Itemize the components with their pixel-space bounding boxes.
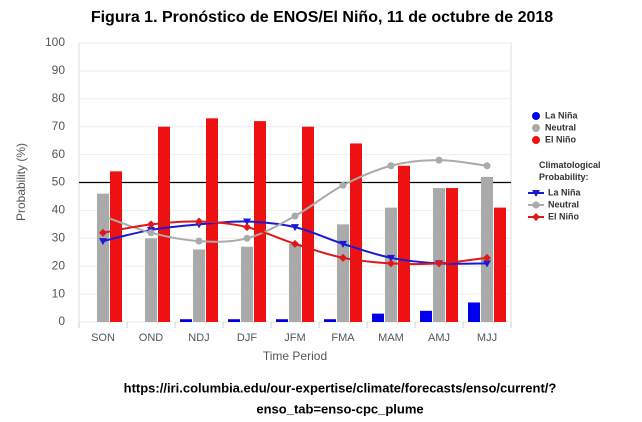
source-line: enso_tab=enso-cpc_plume <box>256 401 423 416</box>
line-marker <box>339 240 347 248</box>
y-tick-label: 30 <box>52 230 66 244</box>
line-marker <box>387 162 395 170</box>
bar <box>206 118 218 322</box>
x-tick-label: DJF <box>237 332 257 344</box>
bar <box>180 319 192 322</box>
legend-label: Neutral <box>545 122 576 132</box>
line-marker <box>387 259 395 268</box>
bar <box>372 313 384 322</box>
bar <box>158 126 170 322</box>
x-tick-label: FMA <box>331 332 355 344</box>
line-marker <box>435 259 443 268</box>
line-marker <box>99 228 107 237</box>
line-marker <box>339 253 347 262</box>
y-axis-label: Probability (%) <box>14 143 28 221</box>
bar <box>302 126 314 322</box>
bar <box>289 243 301 322</box>
bar <box>110 171 122 322</box>
x-tick-label: JFM <box>284 332 305 344</box>
bar <box>145 238 157 322</box>
y-tick-label: 40 <box>52 203 66 217</box>
line-marker <box>532 201 540 209</box>
bar <box>241 246 253 322</box>
line-marker <box>243 234 251 242</box>
legend-heading: Climatological Probability: <box>539 160 601 182</box>
y-tick-label: 90 <box>52 63 66 77</box>
y-tick-label: 70 <box>52 119 66 133</box>
bar <box>468 302 480 322</box>
legend-swatch <box>532 124 540 132</box>
bar <box>97 193 109 322</box>
line-marker <box>291 212 299 220</box>
x-tick-label: MAM <box>378 332 404 344</box>
y-tick-label: 60 <box>52 147 66 161</box>
line-marker <box>195 237 203 245</box>
line-marker <box>243 223 251 232</box>
legend-swatch <box>532 112 540 120</box>
legend-swatch <box>532 136 540 144</box>
legend-label: El Niño <box>545 134 577 144</box>
bar <box>193 249 205 322</box>
legend-label: La Niña <box>548 187 582 197</box>
line-marker <box>99 212 107 220</box>
bar <box>324 319 336 322</box>
y-tick-label: 80 <box>52 91 66 105</box>
line-marker <box>435 156 443 164</box>
line-marker <box>147 229 155 237</box>
x-tick-label: MJJ <box>477 332 497 344</box>
line-marker <box>243 218 251 226</box>
line-marker <box>195 217 203 226</box>
bar <box>276 319 288 322</box>
x-axis-label: Time Period <box>263 349 327 363</box>
chart-title: Figura 1. Pronóstico de ENOS/El Niño, 11… <box>91 9 553 26</box>
bar <box>337 224 349 322</box>
line-marker <box>483 162 491 170</box>
bar <box>350 143 362 322</box>
legend-label: El Niño <box>548 211 580 221</box>
line-marker <box>99 238 107 246</box>
line-marker <box>483 260 491 268</box>
bar <box>446 188 458 322</box>
legend-label: La Niña <box>545 110 579 120</box>
bar <box>228 319 240 322</box>
y-tick-label: 50 <box>52 175 66 189</box>
x-tick-label: AMJ <box>428 332 450 344</box>
y-tick-label: 0 <box>58 314 65 328</box>
bar <box>420 310 432 322</box>
line-marker <box>532 190 540 197</box>
source-line: https://iri.columbia.edu/our-expertise/c… <box>124 380 557 395</box>
bar <box>433 188 445 322</box>
line-marker <box>339 181 347 189</box>
line-marker <box>532 213 540 221</box>
bar <box>481 176 493 322</box>
y-tick-label: 100 <box>45 35 65 49</box>
x-tick-label: NDJ <box>188 332 209 344</box>
line-marker <box>291 239 299 248</box>
line-marker <box>147 220 155 229</box>
legend-label: Neutral <box>548 199 579 209</box>
x-tick-label: OND <box>139 332 164 344</box>
line-marker <box>483 253 491 262</box>
bar <box>494 207 506 322</box>
legend-heading-box: Climatological Probability: <box>539 160 601 182</box>
bar <box>398 165 410 322</box>
line-marker <box>291 224 299 232</box>
line-marker <box>387 254 395 262</box>
y-tick-label: 20 <box>52 258 66 272</box>
y-tick-label: 10 <box>52 286 66 300</box>
x-tick-label: SON <box>91 332 115 344</box>
